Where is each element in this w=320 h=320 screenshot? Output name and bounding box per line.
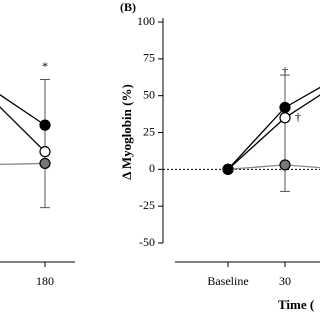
- y-tick-label: 25: [143, 124, 155, 138]
- data-point: [279, 159, 291, 171]
- y-tick-label: 50: [143, 87, 155, 101]
- y-tick-label: -25: [139, 198, 155, 212]
- x-tick-label: 30: [279, 274, 291, 288]
- x-tick-label: 180: [36, 274, 54, 288]
- x-tick-label: Baseline: [207, 274, 248, 288]
- series-line: [227, 94, 320, 170]
- y-tick-label: 75: [143, 51, 155, 65]
- y-axis-label: Δ Myoglobin (%): [119, 84, 134, 180]
- annotation: *: [42, 59, 48, 73]
- series-line: [0, 94, 46, 126]
- y-tick-label: 100: [137, 14, 155, 28]
- series-line: [227, 86, 320, 170]
- data-point: [279, 101, 291, 114]
- annotation: †: [282, 64, 288, 78]
- data-point: [39, 119, 51, 131]
- x-axis-label: Time (: [278, 297, 314, 312]
- series-line: [227, 164, 320, 170]
- data-point: [279, 112, 291, 124]
- data-point: [39, 157, 51, 170]
- annotation: †: [295, 110, 301, 124]
- series-line: [0, 162, 46, 166]
- data-point: [39, 146, 51, 158]
- y-tick-label: -50: [139, 235, 155, 249]
- series-line: [0, 106, 46, 153]
- panel-label: (B): [120, 0, 136, 14]
- data-point: [222, 163, 234, 175]
- y-tick-label: 0: [149, 161, 155, 175]
